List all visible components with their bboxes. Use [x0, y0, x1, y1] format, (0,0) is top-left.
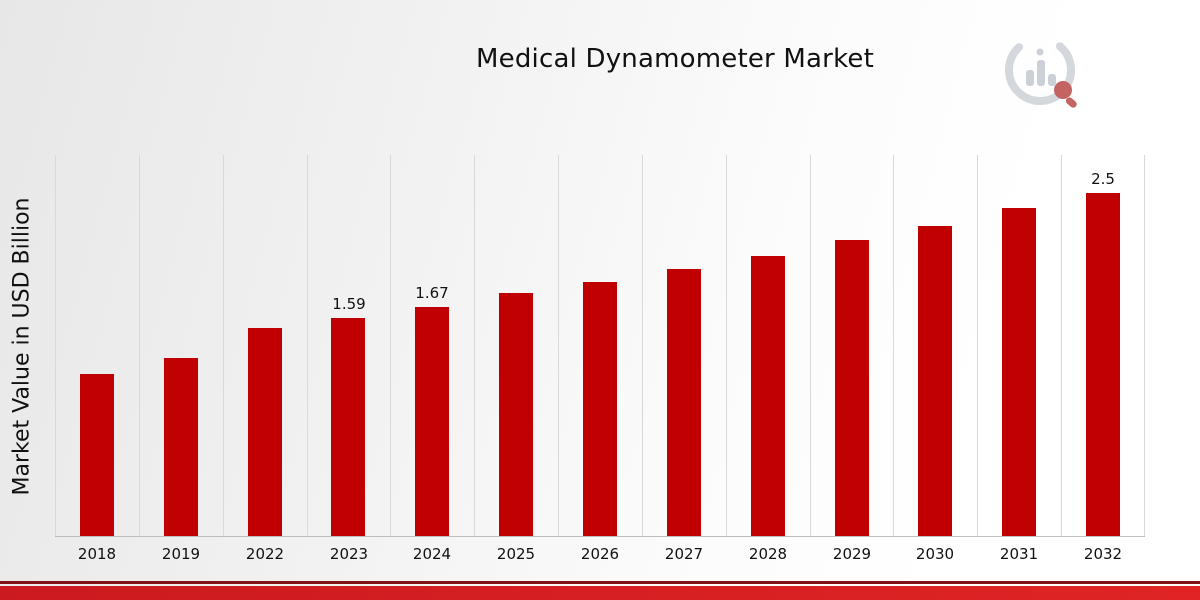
gridline	[390, 155, 391, 536]
gridline	[977, 155, 978, 536]
bar-value-label: 2.5	[1091, 170, 1115, 188]
x-tick-2029: 2029	[832, 545, 872, 563]
bar-2027	[667, 269, 701, 536]
gridline	[1144, 155, 1145, 536]
plot-area: 2018 2019 2022 1.59 2023 1.67 2024 2025 2026 2027…	[55, 155, 1145, 563]
x-tick-2025: 2025	[496, 545, 536, 563]
bar-2026	[583, 282, 617, 536]
bar-2029	[835, 240, 869, 536]
gridline	[726, 155, 727, 536]
bar-2024	[415, 307, 449, 536]
gridline	[642, 155, 643, 536]
x-tick-2031: 2031	[999, 545, 1039, 563]
market-research-logo-icon	[1005, 35, 1077, 108]
bar-2032	[1086, 193, 1120, 536]
bar-2023	[331, 318, 365, 536]
bar-2030	[918, 226, 952, 536]
x-tick-2018: 2018	[77, 545, 117, 563]
gridline	[55, 155, 56, 536]
bar-2019	[164, 358, 198, 536]
footer-red-band	[0, 586, 1200, 600]
bar-2025	[499, 293, 533, 536]
bar-2022	[248, 328, 282, 536]
gridline	[558, 155, 559, 536]
y-axis-title-text: Market Value in USD Billion	[9, 196, 35, 496]
gridline	[810, 155, 811, 536]
gridline	[893, 155, 894, 536]
chart-title: Medical Dynamometer Market	[476, 44, 874, 74]
x-tick-2026: 2026	[580, 545, 620, 563]
bar-value-label: 1.67	[415, 284, 449, 302]
x-tick-2019: 2019	[161, 545, 201, 563]
x-tick-2024: 2024	[412, 545, 452, 563]
x-tick-2032: 2032	[1083, 545, 1123, 563]
bar-2031	[1002, 208, 1036, 536]
bar-value-label: 1.59	[332, 295, 366, 313]
gridline	[223, 155, 224, 536]
bar-2028	[751, 256, 785, 536]
gridline	[307, 155, 308, 536]
y-axis-title: Market Value in USD Billion	[0, 155, 44, 537]
gridline	[474, 155, 475, 536]
x-tick-2023: 2023	[329, 545, 369, 563]
x-tick-2022: 2022	[245, 545, 285, 563]
gridline	[1061, 155, 1062, 536]
x-tick-2030: 2030	[915, 545, 955, 563]
bar-2018	[80, 374, 114, 536]
gridline	[139, 155, 140, 536]
x-tick-2027: 2027	[664, 545, 704, 563]
footer-accent-line	[0, 581, 1200, 584]
x-tick-2028: 2028	[748, 545, 788, 563]
